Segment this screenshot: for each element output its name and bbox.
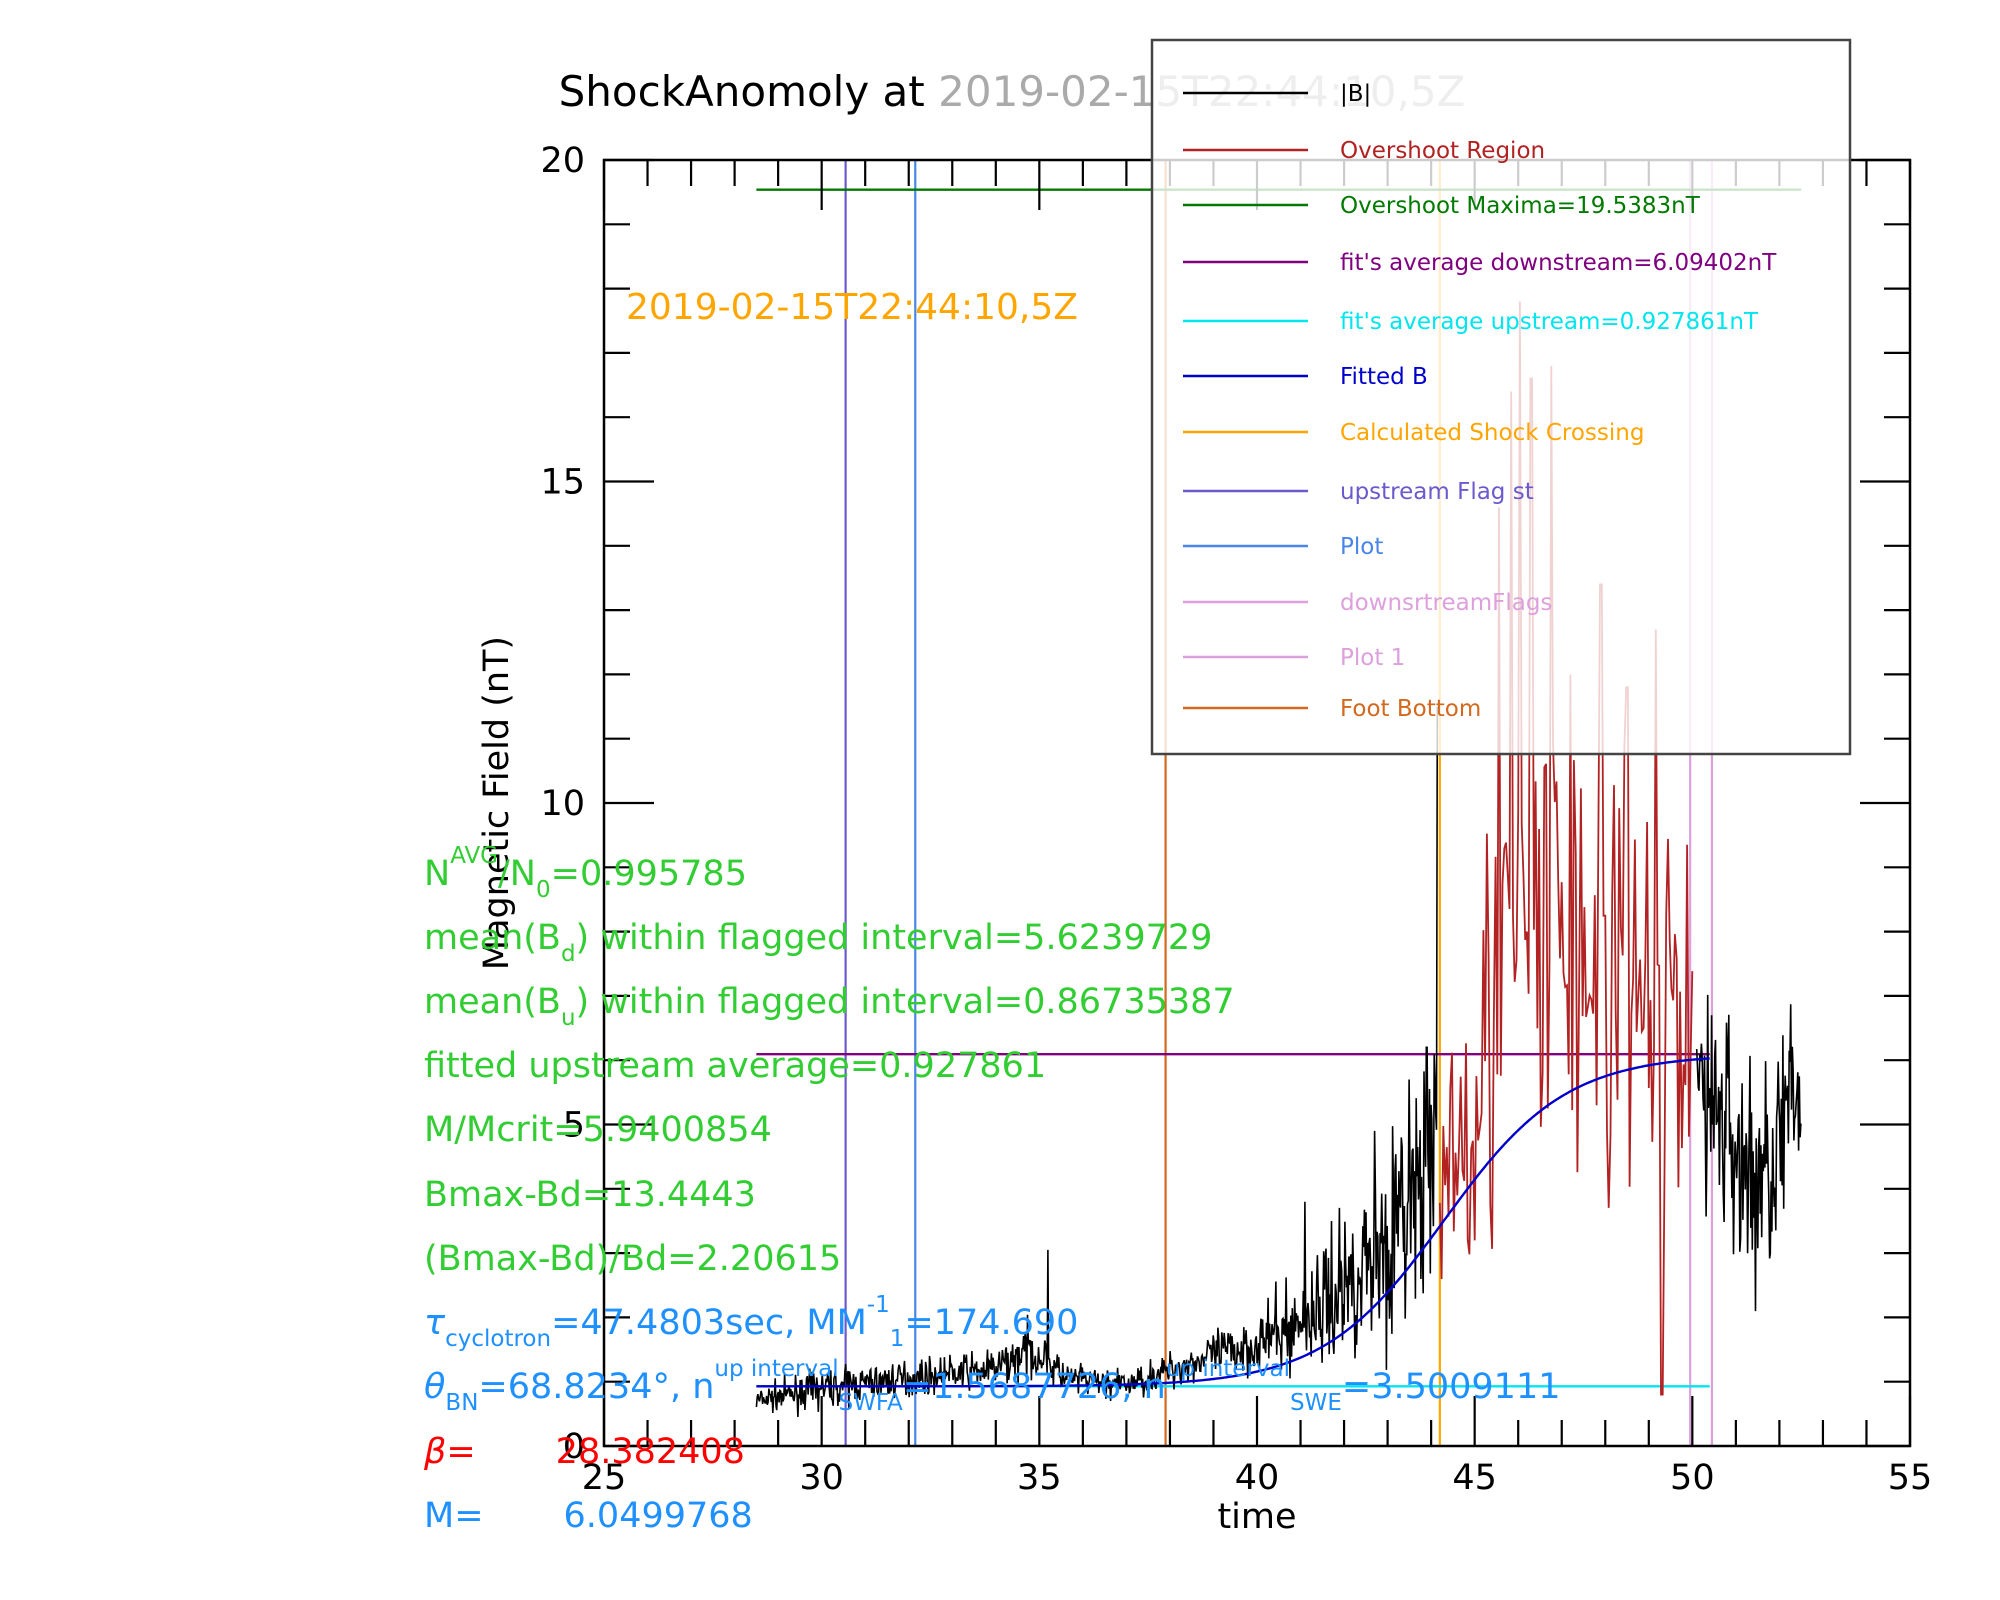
stat-part: 1: [890, 1326, 905, 1352]
x-tick-label: 55: [1888, 1458, 1933, 1498]
legend-label-b: |B|: [1340, 81, 1371, 107]
stat-line-6: (Bmax-Bd)/Bd=2.20615: [424, 1239, 841, 1279]
stat-part: =3.5009111: [1342, 1367, 1561, 1407]
stat-part: =174.690: [904, 1303, 1078, 1343]
series-b-segment-0: [755, 706, 1439, 1418]
y-tick-label: 20: [540, 141, 585, 181]
stat-part: SWE: [1290, 1390, 1342, 1416]
x-tick-label: 50: [1670, 1458, 1715, 1498]
series-b-segment-1: [1695, 994, 1802, 1312]
legend-label-crossing: Calculated Shock Crossing: [1340, 420, 1644, 446]
y-tick-label: 10: [540, 784, 585, 824]
stat-line-9: β= 28.382408: [423, 1432, 745, 1472]
stat-part: 0: [536, 877, 551, 903]
legend-label-foot: Foot Bottom: [1340, 696, 1481, 722]
stat-part: ) within flagged interval=0.86735387: [576, 982, 1235, 1022]
stat-line-1: mean(Bd) within flagged interval=5.62397…: [424, 918, 1212, 967]
stat-line-0: NAVG/N0=0.995785: [424, 843, 747, 903]
stat-part: θ: [424, 1367, 445, 1407]
legend-label-overshoot: Overshoot Region: [1340, 138, 1545, 164]
stat-line-5: Bmax-Bd=13.4443: [424, 1175, 756, 1215]
stat-part: SWFA: [839, 1390, 903, 1416]
stat-part: u: [561, 1005, 576, 1031]
stat-part: =68.8234°, n: [478, 1367, 714, 1407]
x-tick-label: 30: [799, 1458, 844, 1498]
stat-line-7: τcyclotron=47.4803sec, MM-11=174.690: [424, 1292, 1078, 1352]
stat-part: BN: [445, 1390, 478, 1416]
stat-part: fitted upstream average=0.927861: [424, 1046, 1046, 1086]
y-tick-label: 5: [563, 1106, 585, 1146]
stat-part: N: [424, 854, 450, 894]
stat-part: cyclotron: [445, 1326, 551, 1352]
x-tick-label: 25: [582, 1458, 627, 1498]
stat-line-10: M= 6.0499768: [424, 1496, 753, 1536]
legend-label-upstream: fit's average upstream=0.927861nT: [1340, 309, 1759, 335]
legend-label-plot: Plot: [1340, 534, 1383, 560]
stat-line-2: mean(Bu) within flagged interval=0.86735…: [424, 982, 1235, 1031]
inner-time-label: 2019-02-15T22:44:10,5Z: [626, 287, 1078, 328]
axis-ticks: 25 30 35 40 45 50 55 0 5 10 15 20: [540, 141, 1932, 1498]
stat-part: up interval: [1166, 1356, 1290, 1382]
legend-label-downstream: fit's average downstream=6.09402nT: [1340, 250, 1777, 276]
legend-box: [1150, 38, 1852, 756]
series-fitted-b: [756, 1057, 1710, 1388]
stat-line-8: θBN=68.8234°, nup intervalSWFA=1.5687726…: [424, 1356, 1561, 1416]
x-tick-label: 40: [1235, 1458, 1280, 1498]
x-tick-label: 35: [1017, 1458, 1062, 1498]
stat-part: τ: [424, 1303, 446, 1343]
stat-part: mean(B: [424, 918, 561, 958]
chart-title-main: ShockAnomoly at: [559, 67, 938, 116]
stat-part: =: [446, 1432, 475, 1472]
stat-line-3: fitted upstream average=0.927861: [424, 1046, 1046, 1086]
legend-label-upflag: upstream Flag st: [1340, 479, 1534, 505]
stat-part: d: [561, 941, 576, 967]
stat-part: up interval: [714, 1356, 838, 1382]
stat-part: AVG: [450, 843, 498, 869]
stat-part: β: [423, 1432, 446, 1472]
legend-label-maxima: Overshoot Maxima=19.5383nT: [1340, 193, 1701, 219]
stat-part: Bmax-Bd=13.4443: [424, 1175, 756, 1215]
legend-label-fitted: Fitted B: [1340, 364, 1428, 390]
y-tick-label: 15: [540, 463, 585, 503]
stat-part: M/Mcrit=5.9400854: [424, 1110, 772, 1150]
stat-line-4: M/Mcrit=5.9400854: [424, 1110, 772, 1150]
legend: |B| Overshoot Region Overshoot Maxima=19.5…: [1150, 38, 1852, 756]
y-tick-label: 0: [563, 1427, 585, 1467]
x-tick-label: 45: [1452, 1458, 1497, 1498]
stat-part: ) within flagged interval=5.6239729: [576, 918, 1213, 958]
stat-part: =47.4803sec, MM: [551, 1303, 867, 1343]
stat-part: =1.5687726, n: [903, 1367, 1166, 1407]
stat-part: M=: [424, 1496, 484, 1536]
stat-part: =0.995785: [551, 854, 747, 894]
stat-part: mean(B: [424, 982, 561, 1022]
stat-part: -1: [867, 1292, 890, 1318]
stat-part: 6.0499768: [564, 1496, 753, 1536]
y-axis-label: Magnetic Field (nT): [477, 636, 517, 970]
stat-part: /N: [498, 854, 536, 894]
x-axis-label: time: [1217, 1497, 1296, 1537]
stat-part: (Bmax-Bd)/Bd=2.20615: [424, 1239, 841, 1279]
legend-label-downflag: downsrtreamFlags: [1340, 590, 1552, 616]
stat-part: 28.382408: [556, 1432, 745, 1472]
legend-label-plot1: Plot 1: [1340, 645, 1405, 671]
series-overshoot-region: [1438, 301, 1694, 1396]
